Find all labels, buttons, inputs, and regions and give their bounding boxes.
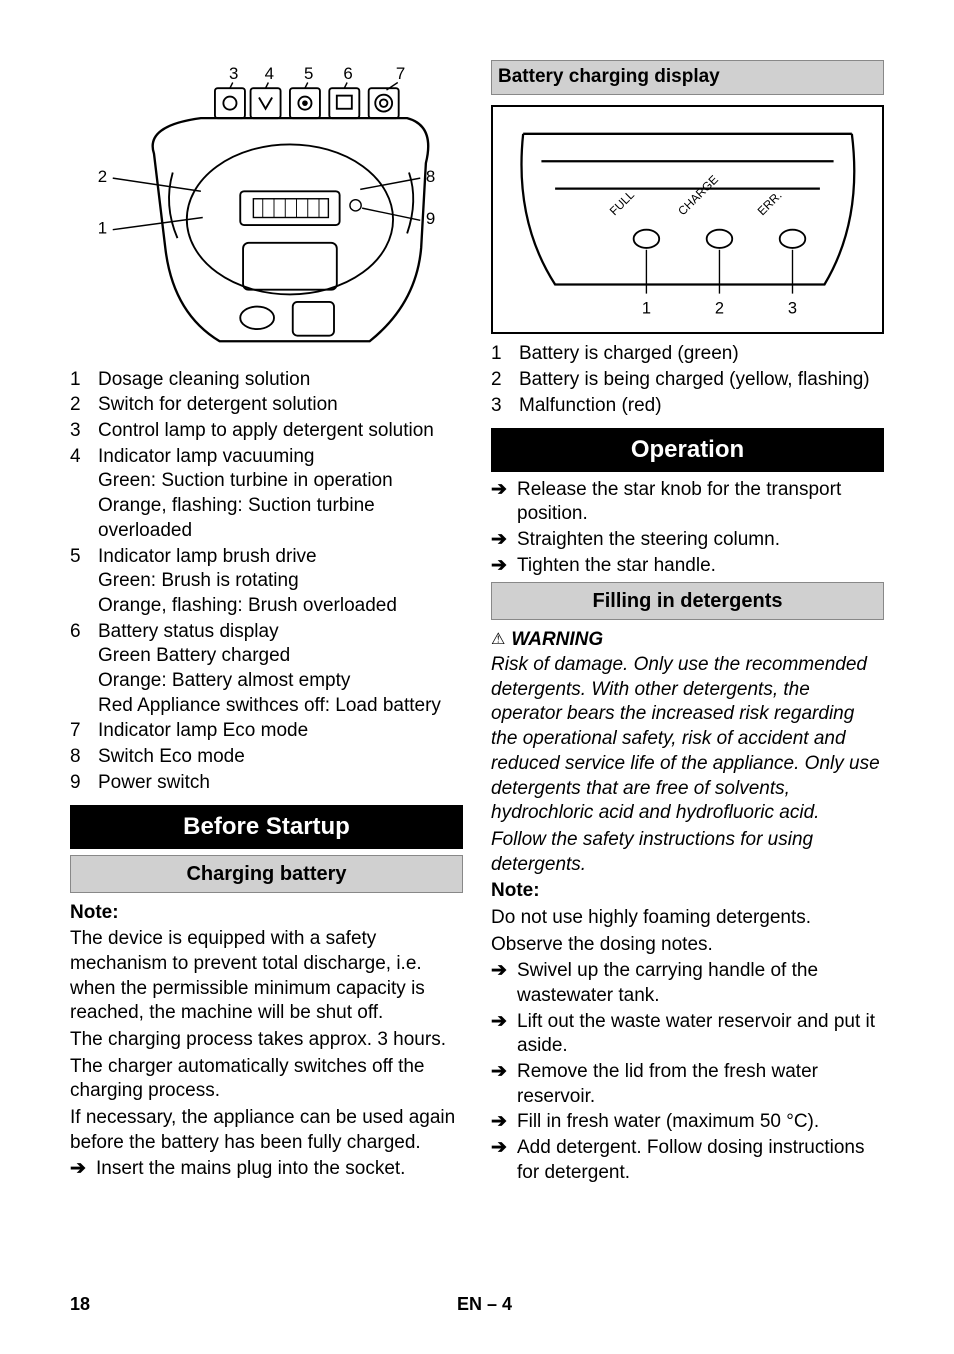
led-num-1: 1: [642, 299, 651, 317]
arrow-icon: ➔: [491, 1060, 517, 1109]
warning-icon: ⚠: [491, 630, 505, 651]
page-code: EN – 4: [457, 1293, 512, 1316]
arrow-icon: ➔: [491, 1010, 517, 1059]
label-6: 6: [343, 64, 352, 83]
filling-steps: ➔Swivel up the carrying handle of the wa…: [491, 959, 884, 1185]
label-7: 7: [396, 64, 405, 83]
label-4: 4: [265, 64, 274, 83]
plug-step: ➔Insert the mains plug into the socket.: [70, 1157, 463, 1182]
page-columns: 3 4 5 6 7 2 8 1 9: [70, 60, 884, 1187]
legend-item: 1Dosage cleaning solution: [70, 368, 463, 393]
before-startup-heading: Before Startup: [70, 805, 463, 848]
note-text: If necessary, the appliance can be used …: [70, 1106, 463, 1155]
label-3: 3: [229, 64, 238, 83]
note-text: Observe the dosing notes.: [491, 933, 884, 958]
label-1: 1: [98, 218, 107, 237]
arrow-icon: ➔: [491, 528, 517, 553]
operation-heading: Operation: [491, 428, 884, 471]
battery-legend: 1Battery is charged (green) 2Battery is …: [491, 342, 884, 418]
charging-battery-heading: Charging battery: [70, 855, 463, 893]
label-8: 8: [426, 167, 435, 186]
label-9: 9: [426, 209, 435, 228]
arrow-icon: ➔: [491, 478, 517, 527]
arrow-icon: ➔: [491, 1136, 517, 1185]
note-label: Note:: [491, 879, 884, 904]
led-num-3: 3: [788, 299, 797, 317]
operation-steps: ➔Release the star knob for the transport…: [491, 478, 884, 579]
warning-label: ⚠ WARNING: [491, 628, 884, 653]
page-footer: 18 EN – 4 .: [70, 1293, 884, 1316]
note-text: Do not use highly foaming detergents.: [491, 906, 884, 931]
led-label-charge: CHARGE: [675, 172, 721, 218]
warning-text2: Follow the safety instructions for using…: [491, 828, 884, 877]
note-text: The device is equipped with a safety mec…: [70, 927, 463, 1026]
page-number: 18: [70, 1293, 90, 1316]
battery-display-illustration: FULL CHARGE ERR. 1 2 3: [491, 105, 884, 335]
note-label: Note:: [70, 901, 463, 926]
led-label-err: ERR.: [755, 188, 785, 218]
battery-display-heading: Battery charging display: [491, 60, 884, 95]
control-legend: 1Dosage cleaning solution 2Switch for de…: [70, 368, 463, 796]
label-5: 5: [304, 64, 313, 83]
note-text: The charging process takes approx. 3 hou…: [70, 1028, 463, 1053]
warning-text: Risk of damage. Only use the recommended…: [491, 653, 884, 826]
arrow-icon: ➔: [491, 554, 517, 579]
led-num-2: 2: [715, 299, 724, 317]
arrow-icon: ➔: [491, 1110, 517, 1135]
arrow-icon: ➔: [70, 1157, 96, 1182]
label-2: 2: [98, 167, 107, 186]
filling-heading: Filling in detergents: [491, 582, 884, 620]
control-panel-illustration: 3 4 5 6 7 2 8 1 9: [70, 60, 463, 368]
note-text: The charger automatically switches off t…: [70, 1055, 463, 1104]
arrow-icon: ➔: [491, 959, 517, 1008]
left-column: 3 4 5 6 7 2 8 1 9: [70, 60, 463, 1187]
led-label-full: FULL: [607, 187, 638, 218]
right-column: Battery charging display FULL CHARGE ERR…: [491, 60, 884, 1187]
